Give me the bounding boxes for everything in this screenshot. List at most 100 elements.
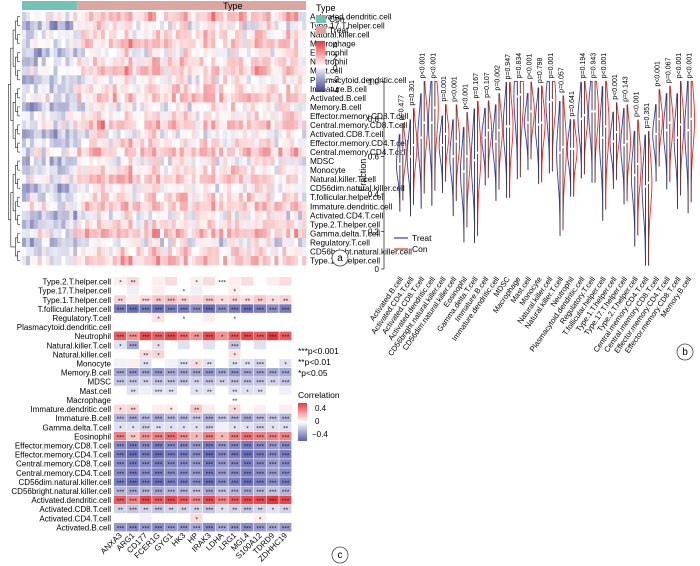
heat-cell	[69, 246, 74, 257]
heat-cell	[25, 111, 31, 121]
p-value-label: p=0.798	[537, 57, 544, 83]
heat-cell	[160, 228, 165, 239]
heat-cell	[167, 156, 173, 166]
heat-cell	[195, 228, 200, 239]
heat-cell	[266, 210, 271, 221]
heat-cell	[152, 174, 157, 184]
significance-mark: *	[259, 516, 262, 523]
heat-cell	[164, 237, 169, 248]
heat-cell	[120, 129, 125, 139]
heat-cell	[175, 57, 181, 67]
correlation-cell	[114, 304, 127, 313]
correlation-cell	[126, 377, 139, 386]
correlation-row-label: T.follicular.helper.cell	[38, 305, 112, 314]
heat-cell	[37, 219, 43, 230]
heat-cell	[104, 138, 110, 148]
heat-cell	[160, 255, 165, 266]
heat-cell	[33, 192, 39, 203]
heat-cell	[57, 228, 62, 239]
heat-cell	[282, 165, 287, 175]
violin-shape	[477, 100, 482, 237]
correlation-cell	[139, 431, 152, 441]
heat-cell	[171, 129, 177, 139]
heat-cell	[179, 183, 185, 194]
heat-cell	[219, 219, 224, 230]
heat-cell	[128, 219, 133, 230]
heat-cell	[211, 237, 216, 248]
heat-cell	[302, 93, 307, 103]
heat-cell	[152, 255, 157, 266]
heat-cell	[191, 201, 196, 212]
heat-cell	[278, 75, 283, 85]
heat-cell	[124, 174, 129, 184]
heat-cell	[171, 21, 177, 31]
heat-cell	[302, 75, 307, 85]
heat-cell	[37, 21, 43, 31]
violin-median	[473, 158, 476, 162]
heat-cell	[93, 39, 98, 49]
heat-cell	[93, 120, 98, 130]
heat-cell	[57, 210, 62, 221]
correlation-cell	[203, 395, 216, 404]
heat-cell	[96, 129, 102, 139]
heat-cell	[156, 237, 161, 248]
heat-cell	[179, 255, 185, 266]
heat-cell	[219, 183, 224, 194]
significance-mark: *	[284, 362, 287, 369]
heat-cell	[254, 66, 259, 76]
p-value-label: p<0.001	[420, 53, 427, 79]
heat-cell	[128, 138, 133, 148]
heat-cell	[81, 165, 86, 175]
heat-cell	[246, 21, 252, 31]
correlation-cell	[177, 404, 190, 414]
heat-cell	[61, 120, 66, 130]
p-value-label: p=0.943	[591, 53, 598, 79]
heat-cell	[96, 48, 102, 58]
correlation-cell	[139, 286, 152, 295]
heat-cell	[152, 48, 157, 58]
correlation-cell	[266, 295, 279, 304]
significance-mark: **	[245, 298, 251, 305]
heat-cell	[262, 147, 267, 157]
heat-cell	[223, 102, 228, 112]
heat-cell	[171, 201, 177, 212]
heat-cell	[49, 39, 54, 49]
heat-cell	[223, 201, 228, 212]
correlation-cell	[228, 440, 241, 450]
heat-cell	[49, 183, 54, 194]
heat-cell	[61, 39, 66, 49]
correlation-cell	[266, 522, 279, 532]
heat-cell	[77, 57, 82, 67]
heat-cell	[132, 30, 137, 40]
type-bar-treat	[77, 1, 306, 10]
heat-cell	[258, 255, 263, 266]
heat-cell	[266, 12, 271, 22]
heat-cell	[100, 174, 106, 184]
heat-cell	[144, 165, 149, 175]
significance-mark: ***	[180, 334, 188, 341]
significance-mark: ***	[142, 498, 150, 505]
violin-median	[422, 121, 426, 124]
heat-cell	[203, 66, 208, 76]
p-value-label: p<0.001	[526, 54, 533, 80]
correlation-cell	[203, 468, 216, 477]
correlation-cell	[152, 340, 165, 350]
heat-cell	[132, 75, 137, 85]
significance-mark: ***	[142, 462, 150, 469]
heat-cell	[302, 138, 307, 148]
heat-cell	[132, 21, 137, 31]
heat-cell	[270, 75, 275, 85]
heat-cell	[49, 219, 54, 230]
heat-cell	[203, 75, 208, 85]
heat-cell	[235, 39, 240, 49]
heat-cell	[89, 111, 94, 121]
correlation-cell	[266, 413, 279, 423]
heat-cell	[152, 30, 157, 40]
heat-cell	[278, 174, 283, 184]
heat-cell	[81, 228, 86, 239]
violin-median	[615, 130, 618, 134]
correlation-cell	[164, 468, 177, 477]
heat-cell	[266, 237, 271, 248]
correlation-row-label: Activated.B.cell	[56, 523, 111, 532]
heat-cell	[77, 120, 82, 130]
